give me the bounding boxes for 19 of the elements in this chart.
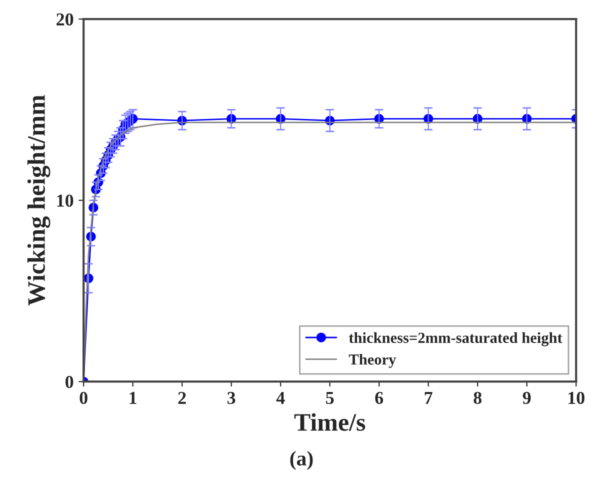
legend-label: thickness=2mm-saturated height [348, 332, 562, 346]
x-tick-label: 3 [228, 392, 236, 404]
x-tick-label: 9 [522, 392, 531, 404]
x-tick-label: 5 [326, 392, 334, 404]
y-axis-title: Wicking height/mm [27, 95, 50, 306]
legend-label: Theory [348, 354, 396, 368]
x-tick-label: 2 [178, 392, 186, 404]
x-tick-label: 8 [474, 392, 482, 404]
y-tick-label: 0 [66, 376, 74, 388]
text: (a) [290, 450, 313, 470]
x-tick-label: 4 [276, 392, 285, 404]
y-tick-label: 10 [57, 194, 74, 207]
x-tick-label: 7 [424, 392, 432, 404]
x-axis-title: Time/s [294, 413, 366, 431]
y-tick-label: 20 [56, 13, 74, 26]
x-tick-label: 1 [130, 392, 136, 404]
x-tick-label: 6 [375, 392, 384, 404]
x-tick-label: 10 [568, 392, 584, 404]
x-tick-label: 0 [80, 392, 88, 404]
